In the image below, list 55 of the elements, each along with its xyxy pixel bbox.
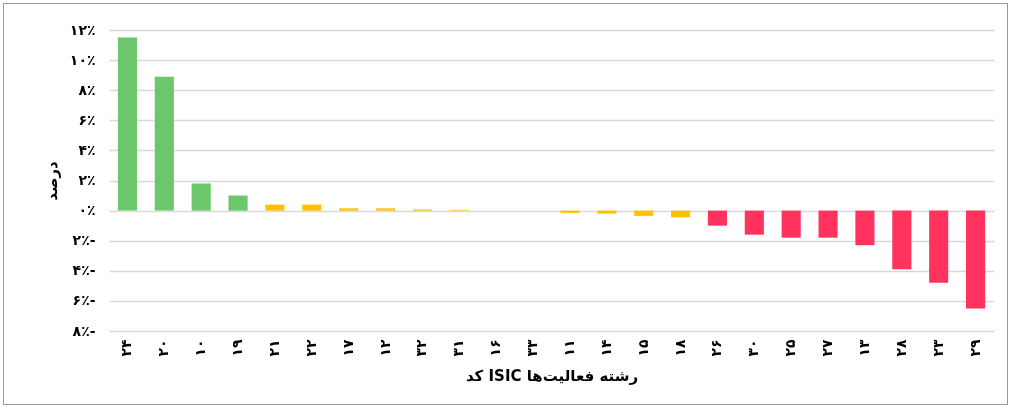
y-tick-label: ۶٪ xyxy=(78,111,96,128)
bar xyxy=(265,204,285,211)
x-tick-label: ۱۵ xyxy=(634,339,651,357)
bar xyxy=(302,204,322,211)
x-tick-label: ۲۰ xyxy=(155,339,172,357)
x-tick-label: ۱۱ xyxy=(560,339,577,357)
bar xyxy=(744,210,764,235)
bar xyxy=(966,210,986,309)
y-tick-label: ۲٪- xyxy=(72,232,96,249)
x-tick-label: ۱۴ xyxy=(597,339,614,357)
x-tick-label: ۱۷ xyxy=(339,339,356,357)
x-tick-label: ۱۳ xyxy=(855,339,872,357)
x-tick-label: ۱۰ xyxy=(192,339,209,357)
x-tick-label: ۲۳ xyxy=(929,339,946,357)
bar xyxy=(855,210,875,246)
x-tick-label: ۳۲ xyxy=(413,339,430,357)
y-tick-label: ۴٪- xyxy=(72,262,96,279)
y-axis-title: درصد xyxy=(42,160,61,201)
bar xyxy=(228,195,248,211)
bar xyxy=(154,76,174,211)
x-tick-label: ۲۴ xyxy=(118,339,135,357)
y-tick-label: ۶٪- xyxy=(72,292,96,309)
x-tick-label: ۲۹ xyxy=(966,339,983,357)
y-tick-label: ۸٪- xyxy=(72,322,96,339)
bar xyxy=(117,37,137,211)
x-tick-label: ۳۱ xyxy=(450,339,467,357)
x-tick-label: ۲۵ xyxy=(782,339,799,357)
y-tick-label: ۲٪ xyxy=(78,172,96,188)
x-tick-label: ۱۶ xyxy=(487,339,504,357)
x-tick-label: ۳۳ xyxy=(524,339,541,357)
bar xyxy=(707,210,727,226)
bar xyxy=(929,210,949,283)
x-tick-label: ۲۸ xyxy=(892,339,909,357)
x-tick-label: ۱۹ xyxy=(229,339,246,357)
bar xyxy=(191,183,211,211)
bar xyxy=(818,210,838,238)
bar xyxy=(339,208,359,211)
x-tick-label: ۱۲ xyxy=(376,339,393,357)
bar xyxy=(376,208,396,211)
bar xyxy=(634,210,654,216)
x-tick-label: ۲۷ xyxy=(819,339,836,357)
bar xyxy=(892,210,912,270)
x-tick-label: ۲۶ xyxy=(708,339,725,357)
y-tick-label: ۰٪ xyxy=(78,202,96,219)
x-tick-label: ۳۰ xyxy=(745,339,762,357)
y-tick-label: ۴٪ xyxy=(78,141,96,158)
x-axis-title: کد ISIC رشته فعالیت‌ها xyxy=(465,366,639,385)
y-tick-label: ۱۰٪ xyxy=(69,51,96,68)
x-tick-label: ۱۸ xyxy=(671,339,688,357)
bar xyxy=(781,210,801,238)
y-tick-label: ۸٪ xyxy=(78,81,96,98)
y-tick-label: ۱۲٪ xyxy=(69,21,96,38)
x-tick-label: ۲۱ xyxy=(265,339,282,357)
bar xyxy=(597,210,617,214)
x-tick-label: ۲۲ xyxy=(302,339,319,357)
